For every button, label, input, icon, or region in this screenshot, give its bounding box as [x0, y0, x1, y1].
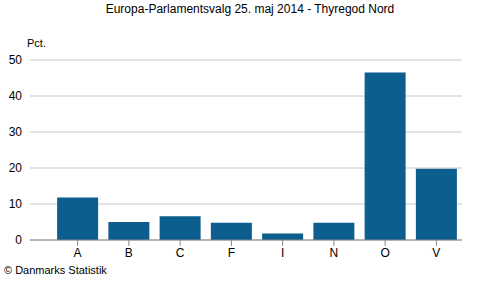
svg-text:V: V	[432, 246, 440, 260]
svg-text:F: F	[228, 246, 235, 260]
svg-text:50: 50	[9, 53, 23, 67]
svg-text:0: 0	[15, 233, 22, 247]
svg-text:O: O	[380, 246, 389, 260]
svg-text:40: 40	[9, 89, 23, 103]
svg-text:I: I	[281, 246, 284, 260]
svg-text:C: C	[176, 246, 185, 260]
svg-text:30: 30	[9, 125, 23, 139]
svg-text:N: N	[330, 246, 339, 260]
svg-text:B: B	[125, 246, 133, 260]
html-text:Europa-Parlamentsvalg 25. maj: Europa-Parlamentsvalg 25. maj 2014 - Thy…	[105, 2, 395, 16]
html-text:Pct.: Pct.	[27, 37, 46, 49]
html-text:© Danmarks Statistik: © Danmarks Statistik	[4, 264, 107, 276]
svg-text:A: A	[74, 246, 82, 260]
svg-text:10: 10	[9, 197, 23, 211]
svg-text:20: 20	[9, 161, 23, 175]
